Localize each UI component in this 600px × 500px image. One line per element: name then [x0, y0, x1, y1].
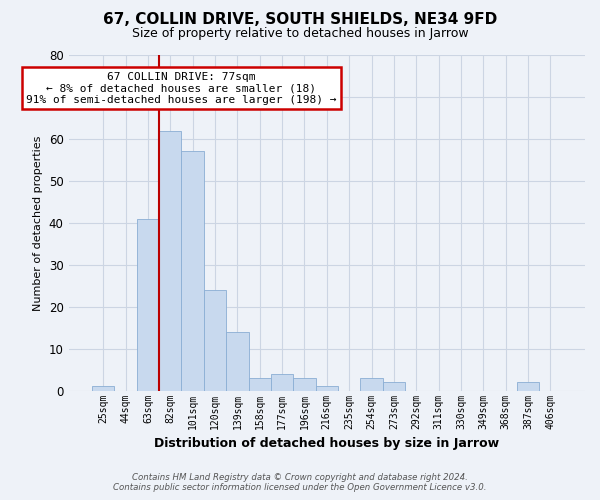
Bar: [159, 130, 181, 390]
Bar: [361, 378, 383, 390]
Bar: [517, 382, 539, 390]
X-axis label: Distribution of detached houses by size in Jarrow: Distribution of detached houses by size …: [154, 437, 499, 450]
Bar: [383, 382, 405, 390]
Text: Size of property relative to detached houses in Jarrow: Size of property relative to detached ho…: [131, 28, 469, 40]
Bar: [248, 378, 271, 390]
Bar: [92, 386, 115, 390]
Bar: [271, 374, 293, 390]
Text: 67, COLLIN DRIVE, SOUTH SHIELDS, NE34 9FD: 67, COLLIN DRIVE, SOUTH SHIELDS, NE34 9F…: [103, 12, 497, 28]
Text: 67 COLLIN DRIVE: 77sqm
← 8% of detached houses are smaller (18)
91% of semi-deta: 67 COLLIN DRIVE: 77sqm ← 8% of detached …: [26, 72, 337, 105]
Bar: [226, 332, 248, 390]
Bar: [204, 290, 226, 390]
Bar: [137, 218, 159, 390]
Bar: [293, 378, 316, 390]
Bar: [316, 386, 338, 390]
Text: Contains HM Land Registry data © Crown copyright and database right 2024.
Contai: Contains HM Land Registry data © Crown c…: [113, 473, 487, 492]
Y-axis label: Number of detached properties: Number of detached properties: [34, 135, 43, 310]
Bar: [181, 152, 204, 390]
